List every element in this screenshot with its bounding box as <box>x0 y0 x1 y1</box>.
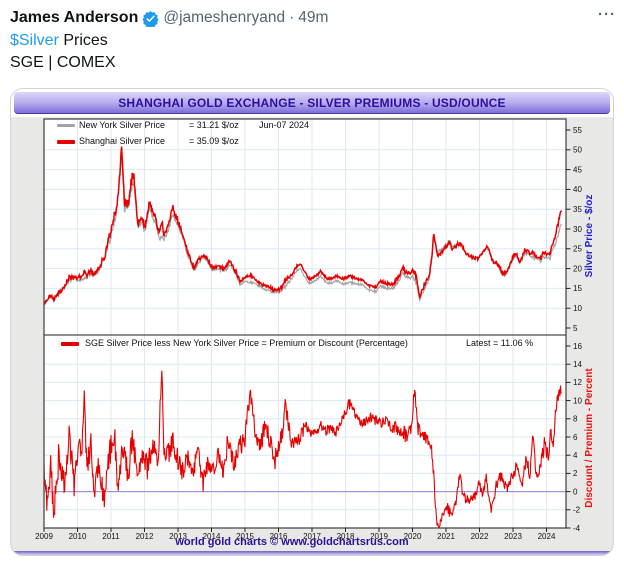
svg-text:-2: -2 <box>573 506 581 515</box>
chart-media-card[interactable]: 5 10 15 20 25 30 35 40 45 50 55 -4 -2 0 2 4 6 8 10 12 14 16 20… <box>10 88 614 556</box>
svg-text:20: 20 <box>573 264 582 273</box>
legend-row-premium: SGE Silver Price less New York Silver Pr… <box>11 338 613 350</box>
svg-text:25: 25 <box>573 245 582 254</box>
shanghai-price-line <box>44 146 563 306</box>
svg-text:2017: 2017 <box>303 532 321 541</box>
legend-swatch-new-york <box>57 124 75 127</box>
svg-text:2024: 2024 <box>538 532 556 541</box>
premium-line <box>44 370 562 528</box>
svg-text:10: 10 <box>573 304 582 313</box>
svg-text:2014: 2014 <box>203 532 221 541</box>
chart-title-banner: SHANGHAI GOLD EXCHANGE - SILVER PREMIUMS… <box>14 92 610 114</box>
author-name[interactable]: James Anderson <box>10 9 139 26</box>
svg-text:2022: 2022 <box>471 532 489 541</box>
legend-label-premium: SGE Silver Price less New York Silver Pr… <box>85 338 408 348</box>
x-axis-ticks: 2009 2010 2011 2012 2013 2014 2015 2016 2017 2018… <box>35 528 556 541</box>
svg-text:2015: 2015 <box>236 532 254 541</box>
svg-text:2011: 2011 <box>102 532 120 541</box>
svg-text:2018: 2018 <box>337 532 355 541</box>
svg-text:2: 2 <box>573 469 578 478</box>
separator-dot: · <box>289 9 295 26</box>
svg-text:8: 8 <box>573 415 578 424</box>
svg-text:55: 55 <box>573 126 582 135</box>
cashtag-link[interactable]: $Silver <box>10 32 59 49</box>
legend-row-shanghai: Shanghai Silver Price = 35.09 $/oz <box>11 136 613 148</box>
verified-badge-icon <box>142 11 159 27</box>
tweet-header: James Anderson @jameshenryand · 49m ··· <box>10 6 616 29</box>
legend-label-shanghai: Shanghai Silver Price <box>79 136 166 146</box>
svg-text:50: 50 <box>573 146 582 155</box>
svg-text:16: 16 <box>573 342 582 351</box>
svg-text:2021: 2021 <box>437 532 455 541</box>
tweet-text-line-2: SGE | COMEX <box>10 54 116 71</box>
more-options-button[interactable]: ··· <box>598 6 616 23</box>
svg-text:0: 0 <box>573 487 578 496</box>
svg-text:35: 35 <box>573 205 582 214</box>
plot-frame <box>43 118 567 529</box>
svg-text:30: 30 <box>573 225 582 234</box>
svg-text:2010: 2010 <box>69 532 87 541</box>
svg-text:12: 12 <box>573 378 582 387</box>
tweet-text-rest: Prices <box>58 32 108 49</box>
legend-swatch-shanghai <box>57 140 75 144</box>
chart-svg: 5 10 15 20 25 30 35 40 45 50 55 -4 -2 0 2 4 6 8 10 12 14 16 20… <box>35 118 582 541</box>
legend-latest-value: Latest = 11.06 % <box>466 338 534 348</box>
legend-date: Jun-07 2024 <box>259 120 310 130</box>
svg-text:2013: 2013 <box>169 532 187 541</box>
legend-label-new-york: New York Silver Price <box>79 120 166 130</box>
y-axis-label-silver-price: Silver Price - $/oz <box>584 194 595 278</box>
card-bottom-strip <box>11 551 613 555</box>
svg-text:4: 4 <box>573 451 578 460</box>
svg-text:10: 10 <box>573 396 582 405</box>
svg-text:6: 6 <box>573 433 578 442</box>
chart-footer-credit: world gold charts © www.goldchartsrus.co… <box>175 536 409 548</box>
svg-text:2019: 2019 <box>370 532 388 541</box>
svg-text:-4: -4 <box>573 524 581 533</box>
svg-text:2016: 2016 <box>270 532 288 541</box>
svg-text:2020: 2020 <box>404 532 422 541</box>
y-axis-label-premium: Discount / Premium - Percent <box>584 368 595 508</box>
svg-text:15: 15 <box>573 284 582 293</box>
svg-text:2023: 2023 <box>504 532 522 541</box>
y-axis-ticks: 5 10 15 20 25 30 35 40 45 50 55 -4 -2 0 2 4 6 8 10 12 14 16 <box>566 126 582 533</box>
legend-value-new-york: = 31.21 $/oz <box>189 120 239 130</box>
legend-value-shanghai: = 35.09 $/oz <box>189 136 239 146</box>
svg-text:14: 14 <box>573 360 582 369</box>
legend-swatch-premium <box>61 342 79 346</box>
svg-text:2009: 2009 <box>35 532 53 541</box>
author-handle[interactable]: @jameshenryand <box>163 9 286 26</box>
tweet-timestamp[interactable]: 49m <box>298 9 329 26</box>
svg-text:2012: 2012 <box>136 532 154 541</box>
svg-text:40: 40 <box>573 185 582 194</box>
svg-text:5: 5 <box>573 324 578 333</box>
legend-row-new-york: New York Silver Price = 31.21 $/oz Jun-0… <box>11 120 613 132</box>
svg-text:45: 45 <box>573 165 582 174</box>
tweet-text-line-1: $Silver Prices <box>10 30 108 51</box>
